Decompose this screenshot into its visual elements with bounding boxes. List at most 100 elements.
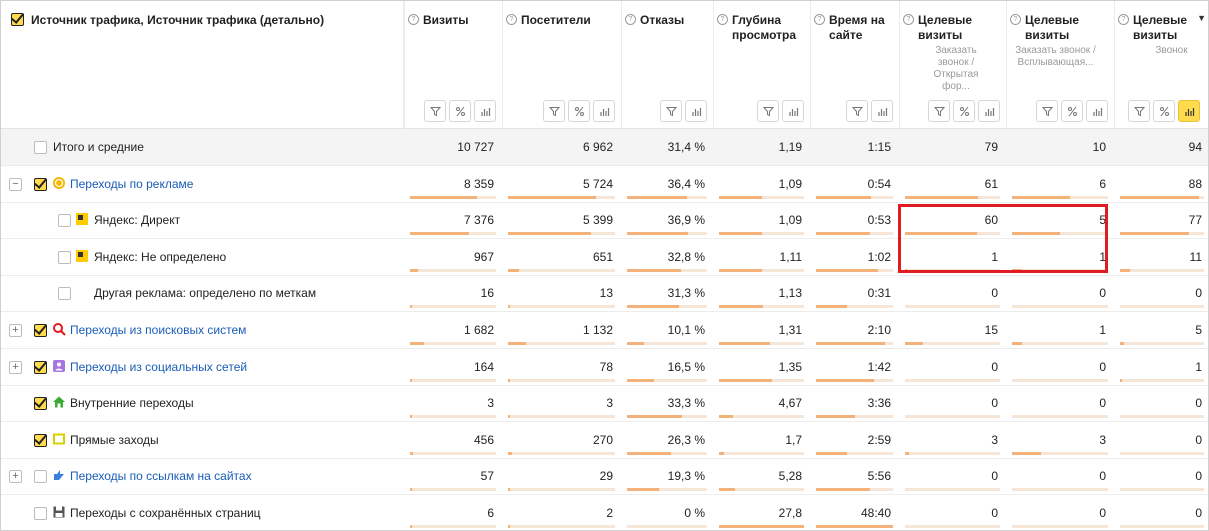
column-header-goal-form[interactable]: ? Целевые визиты Заказать звонок / Открыт…	[899, 1, 1006, 129]
row-checkbox[interactable]	[34, 507, 47, 520]
filter-icon[interactable]	[1128, 100, 1150, 122]
value-bar-track	[1012, 415, 1108, 419]
value-bar	[410, 525, 412, 528]
percent-icon[interactable]	[1153, 100, 1175, 122]
row-label[interactable]: Переходы из социальных сетей	[70, 359, 248, 374]
row-checkbox[interactable]	[58, 287, 71, 301]
row-checkbox[interactable]	[34, 360, 47, 374]
column-header-bounces[interactable]: ? Отказы	[621, 1, 713, 129]
column-header-depth[interactable]: ? Глубина просмотра	[713, 1, 810, 129]
cell-value: 61	[984, 176, 998, 191]
chart-icon[interactable]	[978, 100, 1000, 122]
column-header-goal-popup[interactable]: ? Целевые визиты Заказать звонок / Всплыв…	[1006, 1, 1114, 129]
filter-icon[interactable]	[543, 100, 565, 122]
row-label[interactable]: Переходы по ссылкам на сайтах	[70, 469, 252, 484]
row-checkbox[interactable]	[34, 470, 47, 484]
column-header-goal-call[interactable]: ? Целевые визиты ▼ Звонок	[1114, 1, 1208, 129]
row-checkbox[interactable]	[34, 177, 47, 191]
percent-icon[interactable]	[953, 100, 975, 122]
chart-icon[interactable]	[474, 100, 496, 122]
total-row[interactable]: Итого и средние 10 727 6 962 31,4 % 1,19 1:15…	[1, 129, 1208, 166]
value-bar-track	[905, 232, 1000, 236]
dimension-header-label[interactable]: Источник трафика, Источник трафика (дета…	[31, 13, 325, 27]
table-row[interactable]: + Переходы из социальных сетей 164 78 16,5 %…	[1, 349, 1208, 386]
row-checkbox[interactable]	[58, 250, 71, 264]
cell-value: 0	[991, 506, 998, 520]
filter-icon[interactable]	[660, 100, 682, 122]
value-bar-track	[508, 488, 615, 492]
table-cell: 5	[1006, 202, 1114, 239]
expand-toggle-icon[interactable]: +	[9, 360, 22, 374]
help-icon[interactable]: ?	[506, 14, 517, 25]
percent-icon[interactable]	[568, 100, 590, 122]
cell-value: 1 132	[582, 323, 613, 337]
chart-icon[interactable]	[685, 100, 707, 122]
filter-icon[interactable]	[1036, 100, 1058, 122]
help-icon[interactable]: ?	[903, 14, 914, 25]
table-cell: 2:59	[810, 422, 899, 459]
help-icon[interactable]: ?	[625, 14, 636, 25]
row-label[interactable]: Переходы из поисковых систем	[70, 323, 247, 337]
table-row[interactable]: Яндекс: Директ 7 376 5 399 36,9 % 1,09 0:53 60…	[1, 202, 1208, 240]
row-checkbox[interactable]	[34, 324, 47, 337]
chart-icon[interactable]	[782, 100, 804, 122]
select-all-checkbox[interactable]	[11, 13, 24, 26]
value-bar-track	[816, 451, 893, 455]
chart-icon[interactable]	[1086, 100, 1108, 122]
expand-toggle-icon[interactable]: −	[9, 177, 22, 191]
table-row[interactable]: Прямые заходы 456 270 26,3 % 1,7 2:59 3 3 0	[1, 422, 1208, 459]
help-icon[interactable]: ?	[1118, 14, 1129, 25]
chart-icon[interactable]	[1178, 100, 1200, 122]
table-cell: 1,11	[713, 239, 810, 276]
value-bar	[816, 451, 847, 455]
filter-icon[interactable]	[757, 100, 779, 122]
value-bar-track	[627, 232, 707, 236]
row-label: Другая реклама: определено по меткам	[94, 286, 317, 301]
table-cell: 31,4 %	[621, 129, 713, 166]
row-label[interactable]: Переходы по рекламе	[70, 176, 194, 191]
chart-icon[interactable]	[593, 100, 615, 122]
value-bar-track	[410, 488, 496, 492]
value-bar	[508, 268, 519, 272]
help-icon[interactable]: ?	[1010, 14, 1021, 25]
table-row[interactable]: − Переходы по рекламе 8 359 5 724 36,4 % 1,09…	[1, 166, 1208, 203]
row-label: Яндекс: Не определено	[94, 249, 227, 264]
table-row[interactable]: Переходы с сохранённых страниц 6 2 0 % 27,8 4…	[1, 495, 1208, 530]
filter-icon[interactable]	[928, 100, 950, 122]
percent-icon[interactable]	[1061, 100, 1083, 122]
expand-toggle-icon[interactable]: +	[9, 470, 22, 484]
table-row[interactable]: + Переходы из поисковых систем 1 682 1 132 1…	[1, 312, 1208, 349]
expand-toggle-icon[interactable]: +	[9, 324, 22, 337]
table-cell: 16	[404, 275, 502, 312]
cell-value: 2	[606, 506, 613, 520]
help-icon[interactable]: ?	[717, 14, 728, 25]
value-bar	[905, 232, 978, 236]
cell-value: 4,67	[778, 396, 802, 411]
filter-icon[interactable]	[424, 100, 446, 122]
help-icon[interactable]: ?	[408, 14, 419, 25]
table-row[interactable]: Другая реклама: определено по меткам 16 13…	[1, 275, 1208, 313]
column-title: Посетители	[521, 13, 591, 27]
table-cell: 57	[404, 458, 502, 495]
value-bar-track	[719, 305, 804, 309]
row-checkbox[interactable]	[34, 433, 47, 447]
cell-value: 456	[473, 432, 494, 447]
cell-value: 13	[599, 286, 613, 301]
filter-icon[interactable]	[846, 100, 868, 122]
help-icon[interactable]: ?	[814, 14, 825, 25]
row-checkbox[interactable]	[34, 397, 47, 411]
table-row[interactable]: Внутренние переходы 3 3 33,3 % 4,67 3:36 0 0 0	[1, 385, 1208, 423]
table-row[interactable]: + Переходы по ссылкам на сайтах 57 29 19,3 %…	[1, 458, 1208, 496]
row-checkbox[interactable]	[58, 214, 71, 228]
cell-value: 3:36	[867, 396, 891, 411]
sort-desc-icon[interactable]: ▼	[1197, 13, 1206, 23]
value-bar	[905, 342, 924, 345]
percent-icon[interactable]	[449, 100, 471, 122]
column-header-visitors[interactable]: ? Посетители	[502, 1, 621, 129]
column-header-time[interactable]: ? Время на сайте	[810, 1, 899, 129]
row-checkbox[interactable]	[34, 141, 47, 154]
column-subtitle: Звонок	[1155, 45, 1188, 56]
table-cell: 16,5 %	[621, 349, 713, 386]
column-header-visits[interactable]: ? Визиты	[404, 1, 502, 129]
chart-icon[interactable]	[871, 100, 893, 122]
